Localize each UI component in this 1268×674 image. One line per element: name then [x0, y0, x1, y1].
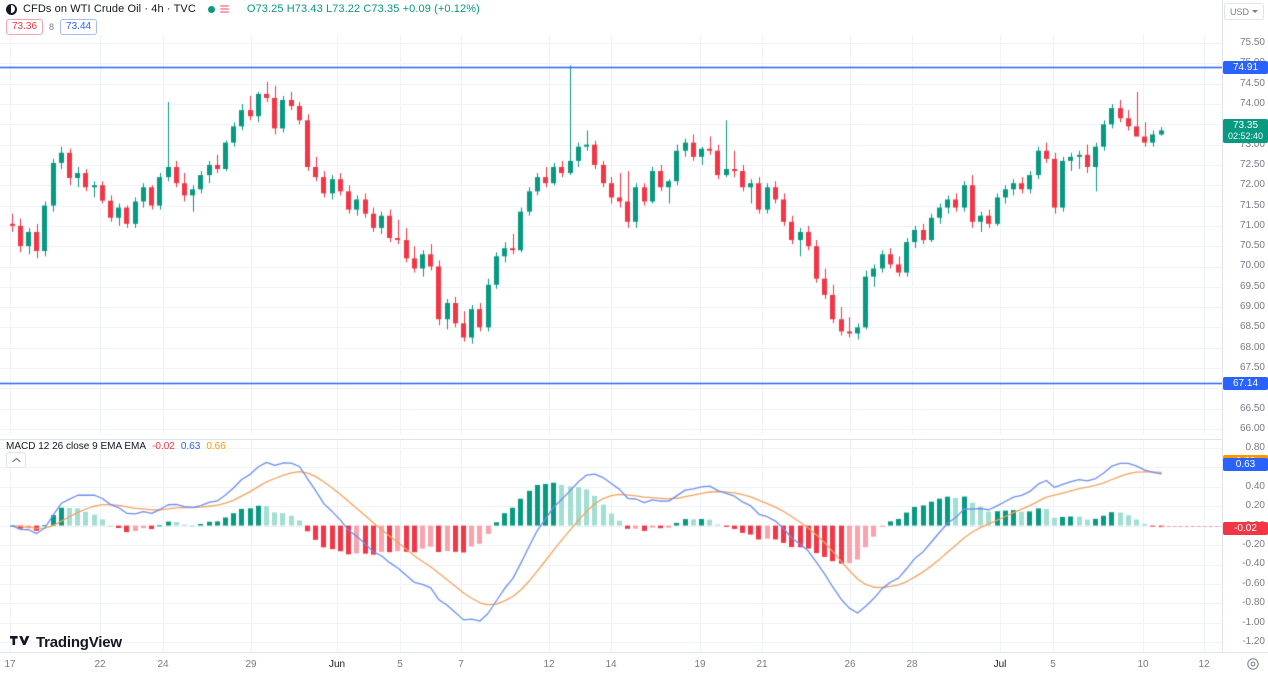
- price-axis-tick: 71.50: [1239, 199, 1265, 211]
- time-axis-tick: 17: [4, 659, 16, 670]
- time-axis-tick: 24: [157, 659, 169, 670]
- legend-icon-group: [207, 5, 229, 13]
- last-price-badge[interactable]: 73.35 02:52:40: [1223, 119, 1268, 144]
- resistance-label: 74.91: [1232, 62, 1259, 74]
- price-axis-tick: 70.50: [1239, 240, 1265, 252]
- macd-legend-title[interactable]: MACD 12 26 close 9 EMA EMA: [6, 441, 147, 452]
- candlestick-series: [0, 35, 1223, 435]
- macd-pane[interactable]: [0, 440, 1223, 652]
- price-axis-tick: 75.50: [1239, 37, 1265, 49]
- time-axis-tick: 26: [844, 659, 856, 670]
- price-axis-tick: 70.00: [1239, 260, 1265, 272]
- bid-badge[interactable]: 73.36: [6, 18, 44, 35]
- chevron-up-icon[interactable]: [6, 452, 26, 468]
- chart-legend: CFDs on WTI Crude Oil · 4h · TVC O73.25 …: [0, 0, 480, 18]
- time-axis-tick: 14: [605, 659, 617, 670]
- price-axis-tick: 72.50: [1239, 158, 1265, 170]
- pane-separator[interactable]: [0, 439, 1268, 440]
- time-axis-tick: 10: [1137, 659, 1149, 670]
- price-axis-tick: 68.50: [1239, 321, 1265, 333]
- macd-hist-badge[interactable]: -0.02: [1223, 521, 1268, 535]
- macd-series: [0, 440, 1223, 652]
- symbol-title[interactable]: CFDs on WTI Crude Oil · 4h · TVC: [23, 3, 196, 15]
- price-axis-tick: 68.00: [1239, 341, 1265, 353]
- time-axis-tick: 22: [94, 659, 106, 670]
- support-price-badge[interactable]: 67.14: [1223, 376, 1268, 390]
- price-pane[interactable]: [0, 35, 1223, 435]
- time-axis-tick: 21: [756, 659, 768, 670]
- macd-axis-tick: -0.20: [1242, 539, 1265, 551]
- candles-icon[interactable]: [207, 5, 215, 13]
- price-axis[interactable]: USD 75.5075.0074.5074.0073.5073.0072.507…: [1222, 0, 1268, 652]
- macd-axis-tick: 0.40: [1245, 480, 1265, 492]
- time-axis-tick: Jun: [328, 659, 346, 670]
- price-axis-tick: 74.00: [1239, 98, 1265, 110]
- last-price-label: 73.35: [1232, 120, 1259, 132]
- macd-line-badge-label: 0.63: [1235, 459, 1256, 471]
- price-axis-tick: 66.50: [1239, 402, 1265, 414]
- time-axis[interactable]: 17 22 24 29 Jun 5 7 12 14 19 21 26 28 Jul 5 10 12: [0, 652, 1268, 674]
- currency-selector[interactable]: USD: [1224, 3, 1264, 20]
- resistance-price-badge[interactable]: 74.91: [1223, 61, 1268, 75]
- currency-label: USD: [1229, 6, 1249, 17]
- macd-hist-value: -0.02: [152, 441, 175, 452]
- bars-icon[interactable]: [219, 5, 229, 13]
- wti-symbol-icon: [6, 3, 17, 15]
- price-axis-tick: 72.00: [1239, 179, 1265, 191]
- support-label: 67.14: [1232, 377, 1259, 389]
- macd-axis-tick: -0.80: [1242, 597, 1265, 609]
- macd-axis-tick: 0.20: [1245, 500, 1265, 512]
- macd-hist-badge-label: -0.02: [1234, 522, 1257, 534]
- price-axis-tick: 66.00: [1239, 422, 1265, 434]
- time-axis-tick: 12: [543, 659, 555, 670]
- macd-legend[interactable]: MACD 12 26 close 9 EMA EMA -0.02 0.63 0.…: [6, 441, 226, 452]
- macd-line-badge[interactable]: 0.63: [1223, 458, 1268, 472]
- price-axis-tick: 69.00: [1239, 301, 1265, 313]
- chevron-down-icon: [1252, 10, 1258, 13]
- time-axis-tick: Jul: [993, 659, 1007, 670]
- price-axis-tick: 67.50: [1239, 361, 1265, 373]
- time-axis-tick: 29: [245, 659, 257, 670]
- time-axis-tick: 19: [694, 659, 706, 670]
- spread-value: 8: [49, 21, 55, 32]
- ohlc-values: O73.25 H73.43 L73.22 C73.35 +0.09 (+0.12…: [246, 3, 480, 15]
- macd-axis-tick: -0.40: [1242, 558, 1265, 570]
- time-axis-tick: 5: [397, 659, 403, 670]
- bid-ask-row: 73.36 8 73.44: [6, 18, 98, 35]
- macd-line-value: 0.63: [180, 441, 201, 452]
- price-axis-tick: 69.50: [1239, 280, 1265, 292]
- macd-axis-tick: -1.20: [1242, 636, 1265, 648]
- macd-signal-value: 0.66: [206, 441, 226, 452]
- tradingview-logo-icon[interactable]: TradingView: [10, 634, 122, 651]
- clock-settings-icon[interactable]: [1246, 657, 1260, 671]
- macd-axis-tick: -0.60: [1242, 577, 1265, 589]
- tradingview-wordmark: TradingView: [36, 634, 122, 651]
- time-axis-tick: 28: [906, 659, 918, 670]
- ask-badge[interactable]: 73.44: [60, 18, 98, 35]
- bar-countdown: 02:52:40: [1227, 131, 1264, 142]
- macd-axis-tick: -1.00: [1242, 616, 1265, 628]
- time-axis-tick: 7: [458, 659, 464, 670]
- time-axis-tick: 12: [1198, 659, 1210, 670]
- price-axis-tick: 71.00: [1239, 219, 1265, 231]
- price-axis-tick: 73.00: [1239, 138, 1265, 150]
- macd-axis-tick: 0.80: [1245, 441, 1265, 453]
- time-axis-tick: 5: [1050, 659, 1056, 670]
- price-axis-tick: 74.50: [1239, 77, 1265, 89]
